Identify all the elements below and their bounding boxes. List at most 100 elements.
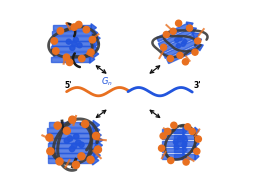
Circle shape xyxy=(158,145,165,151)
Polygon shape xyxy=(162,148,183,152)
Polygon shape xyxy=(95,146,102,155)
Circle shape xyxy=(46,134,53,141)
Polygon shape xyxy=(51,57,90,62)
Text: $G_n$: $G_n$ xyxy=(101,75,112,88)
Circle shape xyxy=(87,156,94,163)
Circle shape xyxy=(173,139,178,144)
Polygon shape xyxy=(49,122,93,127)
Circle shape xyxy=(79,142,84,147)
Circle shape xyxy=(183,40,187,44)
Circle shape xyxy=(185,124,191,130)
Polygon shape xyxy=(174,154,195,159)
Circle shape xyxy=(88,49,94,56)
Polygon shape xyxy=(90,55,95,63)
Polygon shape xyxy=(48,158,92,163)
Polygon shape xyxy=(53,52,93,56)
Polygon shape xyxy=(53,25,91,30)
Circle shape xyxy=(178,36,182,41)
Polygon shape xyxy=(96,136,103,145)
Polygon shape xyxy=(52,41,94,46)
Polygon shape xyxy=(162,141,183,146)
Circle shape xyxy=(71,143,77,149)
Polygon shape xyxy=(195,140,199,147)
Circle shape xyxy=(52,48,59,54)
Circle shape xyxy=(71,24,77,30)
Polygon shape xyxy=(48,143,96,148)
Circle shape xyxy=(83,26,90,33)
Polygon shape xyxy=(183,133,187,141)
Polygon shape xyxy=(195,127,199,135)
Polygon shape xyxy=(157,23,189,42)
Circle shape xyxy=(54,122,61,129)
Polygon shape xyxy=(91,24,97,32)
Polygon shape xyxy=(52,31,92,35)
Circle shape xyxy=(192,49,198,55)
Circle shape xyxy=(161,44,167,50)
Circle shape xyxy=(76,140,81,145)
Polygon shape xyxy=(51,46,92,51)
Polygon shape xyxy=(162,129,183,133)
Polygon shape xyxy=(94,151,100,160)
Polygon shape xyxy=(94,40,100,47)
Polygon shape xyxy=(196,44,203,51)
Circle shape xyxy=(182,59,188,65)
Circle shape xyxy=(183,159,189,165)
Polygon shape xyxy=(96,141,102,150)
Circle shape xyxy=(70,45,75,50)
Polygon shape xyxy=(174,129,195,133)
Circle shape xyxy=(63,54,70,60)
Circle shape xyxy=(176,44,180,48)
Circle shape xyxy=(182,143,187,148)
Polygon shape xyxy=(174,141,195,146)
Circle shape xyxy=(176,20,182,26)
Polygon shape xyxy=(49,138,96,143)
Polygon shape xyxy=(167,45,199,64)
Polygon shape xyxy=(183,127,187,135)
Text: 3': 3' xyxy=(193,81,201,91)
Polygon shape xyxy=(48,133,94,138)
Circle shape xyxy=(195,136,201,142)
Polygon shape xyxy=(93,125,100,135)
Circle shape xyxy=(186,25,193,31)
Polygon shape xyxy=(183,140,187,147)
Text: 5': 5' xyxy=(64,81,72,91)
Polygon shape xyxy=(158,29,192,48)
Polygon shape xyxy=(47,128,93,132)
Circle shape xyxy=(89,36,96,43)
Polygon shape xyxy=(183,146,187,154)
Polygon shape xyxy=(183,153,187,160)
Circle shape xyxy=(170,28,176,34)
Circle shape xyxy=(63,127,70,134)
Circle shape xyxy=(79,55,85,62)
Circle shape xyxy=(171,122,177,128)
Circle shape xyxy=(77,43,82,48)
Polygon shape xyxy=(195,146,199,154)
Circle shape xyxy=(181,42,185,46)
Circle shape xyxy=(76,21,82,28)
Polygon shape xyxy=(48,153,94,158)
Circle shape xyxy=(47,148,54,155)
Polygon shape xyxy=(162,154,183,159)
Circle shape xyxy=(174,145,179,149)
Circle shape xyxy=(69,146,75,152)
Polygon shape xyxy=(161,34,195,53)
Circle shape xyxy=(69,116,76,123)
Circle shape xyxy=(163,31,169,38)
Circle shape xyxy=(189,128,195,134)
Circle shape xyxy=(73,37,78,42)
Polygon shape xyxy=(174,135,195,139)
Polygon shape xyxy=(174,148,195,152)
Circle shape xyxy=(66,59,73,66)
Circle shape xyxy=(177,52,183,58)
Circle shape xyxy=(183,138,187,143)
Polygon shape xyxy=(189,27,196,34)
Circle shape xyxy=(82,120,89,127)
Polygon shape xyxy=(195,153,199,160)
Circle shape xyxy=(178,136,182,141)
Polygon shape xyxy=(192,33,199,40)
Circle shape xyxy=(73,134,79,139)
Circle shape xyxy=(168,157,174,163)
Circle shape xyxy=(93,132,100,139)
Circle shape xyxy=(64,138,70,143)
Circle shape xyxy=(195,38,201,44)
